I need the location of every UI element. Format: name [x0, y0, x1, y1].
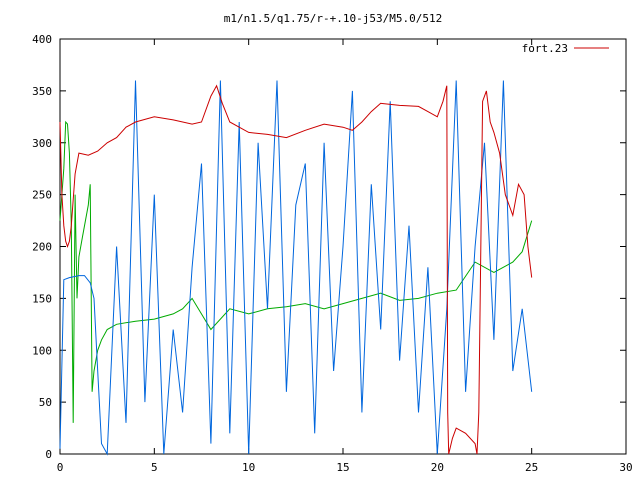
y-tick-label: 200	[32, 241, 52, 254]
y-tick-label: 400	[32, 33, 52, 46]
legend: fort.23	[522, 42, 609, 55]
series-group	[59, 80, 533, 456]
y-tick-label: 300	[32, 137, 52, 150]
x-tick-label: 30	[619, 461, 632, 474]
y-tick-label: 150	[32, 292, 52, 305]
series-line-2	[59, 120, 533, 423]
x-tick-label: 15	[336, 461, 349, 474]
y-tick-label: 250	[32, 189, 52, 202]
series-line-1	[59, 80, 533, 456]
y-tick-label: 350	[32, 85, 52, 98]
axes: 0 50 100 150 200 250 300 350 400 0 5 10 15 20 25 30	[32, 33, 633, 474]
y-tick-label: 0	[45, 448, 52, 461]
y-tick-label: 100	[32, 344, 52, 357]
x-tick-label: 10	[242, 461, 255, 474]
x-tick-label: 0	[57, 461, 64, 474]
legend-label: fort.23	[522, 42, 568, 55]
y-tick-label: 50	[39, 396, 52, 409]
chart-title: m1/n1.5/q1.75/r-+.10-j53/M5.0/512	[224, 12, 443, 25]
x-tick-label: 20	[431, 461, 444, 474]
x-tick-label: 5	[151, 461, 158, 474]
series-line-0	[59, 84, 533, 455]
x-tick-label: 25	[525, 461, 538, 474]
